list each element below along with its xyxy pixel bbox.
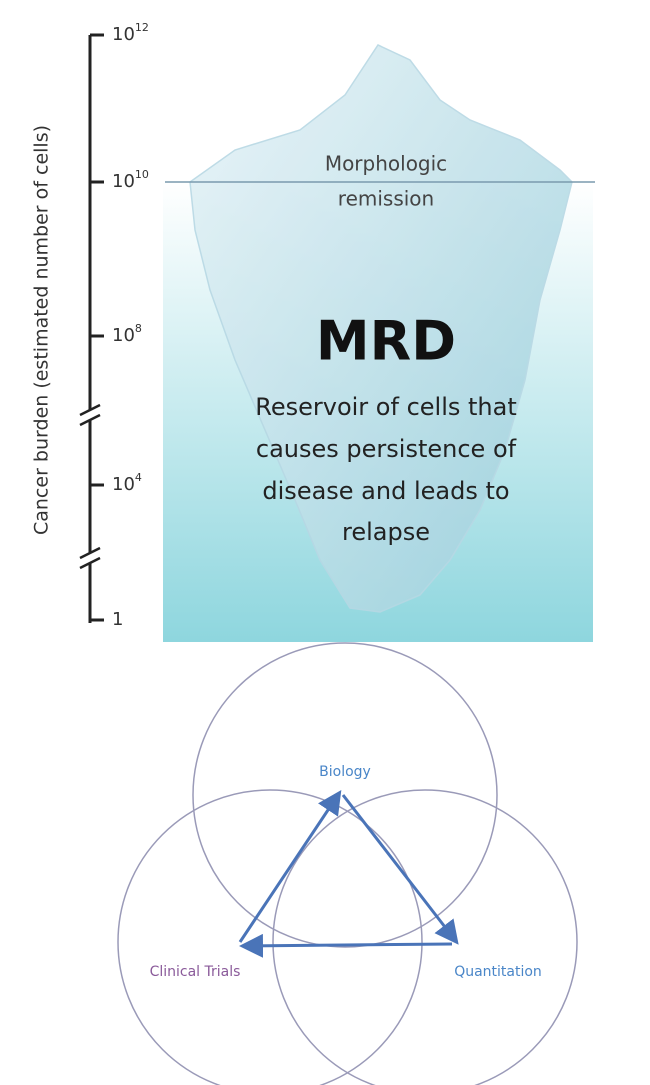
axis-label: Cancer burden (estimated number of cells… — [31, 125, 53, 535]
triangle-arrows — [240, 795, 455, 946]
mrd-title: MRD — [316, 310, 456, 373]
waterline-label: remission — [338, 187, 434, 211]
tick-label: 108 — [112, 322, 142, 346]
tick-label: 104 — [112, 471, 142, 495]
description: relapse — [342, 518, 430, 546]
description: Reservoir of cells that — [255, 393, 516, 421]
tick-label: 1012 — [112, 21, 149, 45]
waterline-label: Morphologic — [325, 152, 447, 176]
tick-base: 1 — [112, 609, 123, 630]
tick-base: 10 — [112, 325, 135, 346]
description: causes persistence of — [256, 435, 517, 463]
tick-base: 10 — [112, 24, 135, 45]
venn-label: Clinical Trials — [150, 964, 241, 980]
tick-exponent: 8 — [135, 322, 142, 335]
tick-base: 10 — [112, 474, 135, 495]
tick-exponent: 12 — [135, 21, 149, 34]
venn-label: Quantitation — [454, 964, 542, 980]
tick-label: 1010 — [112, 168, 149, 192]
tick-base: 10 — [112, 171, 135, 192]
tick-exponent: 4 — [135, 471, 142, 484]
tick-label: 1 — [112, 609, 123, 630]
description: disease and leads to — [262, 477, 509, 505]
venn-label: Biology — [319, 764, 371, 780]
tick-exponent: 10 — [135, 168, 149, 181]
page: Cancer burden (estimated number of cells… — [0, 0, 650, 1085]
venn-circles — [118, 643, 577, 1085]
